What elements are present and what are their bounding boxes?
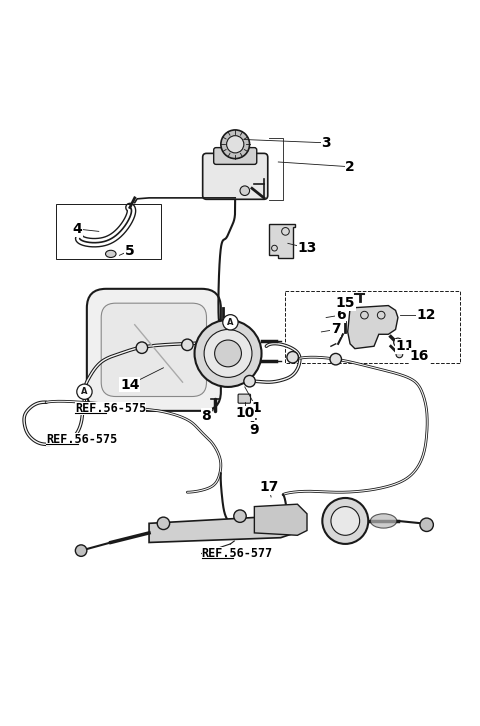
Circle shape: [204, 330, 252, 378]
Circle shape: [234, 510, 246, 523]
Circle shape: [396, 351, 403, 358]
Text: 5: 5: [125, 243, 135, 258]
Text: REF.56-575: REF.56-575: [46, 433, 118, 446]
Circle shape: [77, 384, 92, 399]
Text: 2: 2: [345, 160, 355, 174]
Text: 13: 13: [297, 241, 317, 255]
Text: 1: 1: [252, 401, 262, 415]
Text: 3: 3: [321, 136, 331, 150]
FancyBboxPatch shape: [101, 303, 206, 396]
Bar: [56, 204, 161, 259]
FancyBboxPatch shape: [238, 394, 251, 403]
Text: 17: 17: [259, 481, 278, 494]
Circle shape: [215, 340, 241, 367]
Bar: [286, 291, 460, 363]
Text: 12: 12: [417, 308, 436, 322]
Circle shape: [136, 342, 148, 354]
Text: 15: 15: [336, 296, 355, 310]
Circle shape: [287, 351, 299, 363]
Text: REF.56-575: REF.56-575: [75, 402, 146, 415]
Text: 8: 8: [202, 409, 211, 423]
Text: A: A: [81, 387, 88, 396]
Polygon shape: [149, 516, 295, 542]
Circle shape: [331, 507, 360, 535]
Circle shape: [330, 354, 341, 365]
Ellipse shape: [371, 514, 397, 528]
Polygon shape: [254, 504, 307, 535]
Circle shape: [221, 130, 250, 159]
Text: 6: 6: [336, 308, 345, 322]
Polygon shape: [269, 224, 295, 258]
Ellipse shape: [106, 250, 116, 258]
Circle shape: [240, 186, 250, 195]
Circle shape: [223, 314, 238, 330]
Circle shape: [420, 518, 433, 531]
Text: REF.56-577: REF.56-577: [202, 547, 273, 560]
Text: 9: 9: [250, 423, 259, 437]
Circle shape: [227, 136, 244, 153]
FancyBboxPatch shape: [87, 289, 221, 411]
Text: 4: 4: [72, 222, 82, 236]
Text: 10: 10: [235, 407, 254, 420]
Circle shape: [181, 339, 193, 351]
Text: 16: 16: [410, 348, 429, 363]
Circle shape: [194, 320, 262, 387]
Text: 14: 14: [120, 378, 140, 391]
Polygon shape: [348, 306, 398, 348]
Circle shape: [75, 545, 87, 556]
Circle shape: [157, 517, 169, 529]
Text: 11: 11: [396, 339, 415, 354]
Circle shape: [394, 338, 402, 347]
Circle shape: [323, 498, 368, 544]
FancyBboxPatch shape: [214, 147, 257, 164]
Circle shape: [244, 375, 255, 387]
Text: 7: 7: [331, 322, 340, 336]
FancyBboxPatch shape: [203, 153, 268, 200]
Text: A: A: [227, 318, 234, 327]
